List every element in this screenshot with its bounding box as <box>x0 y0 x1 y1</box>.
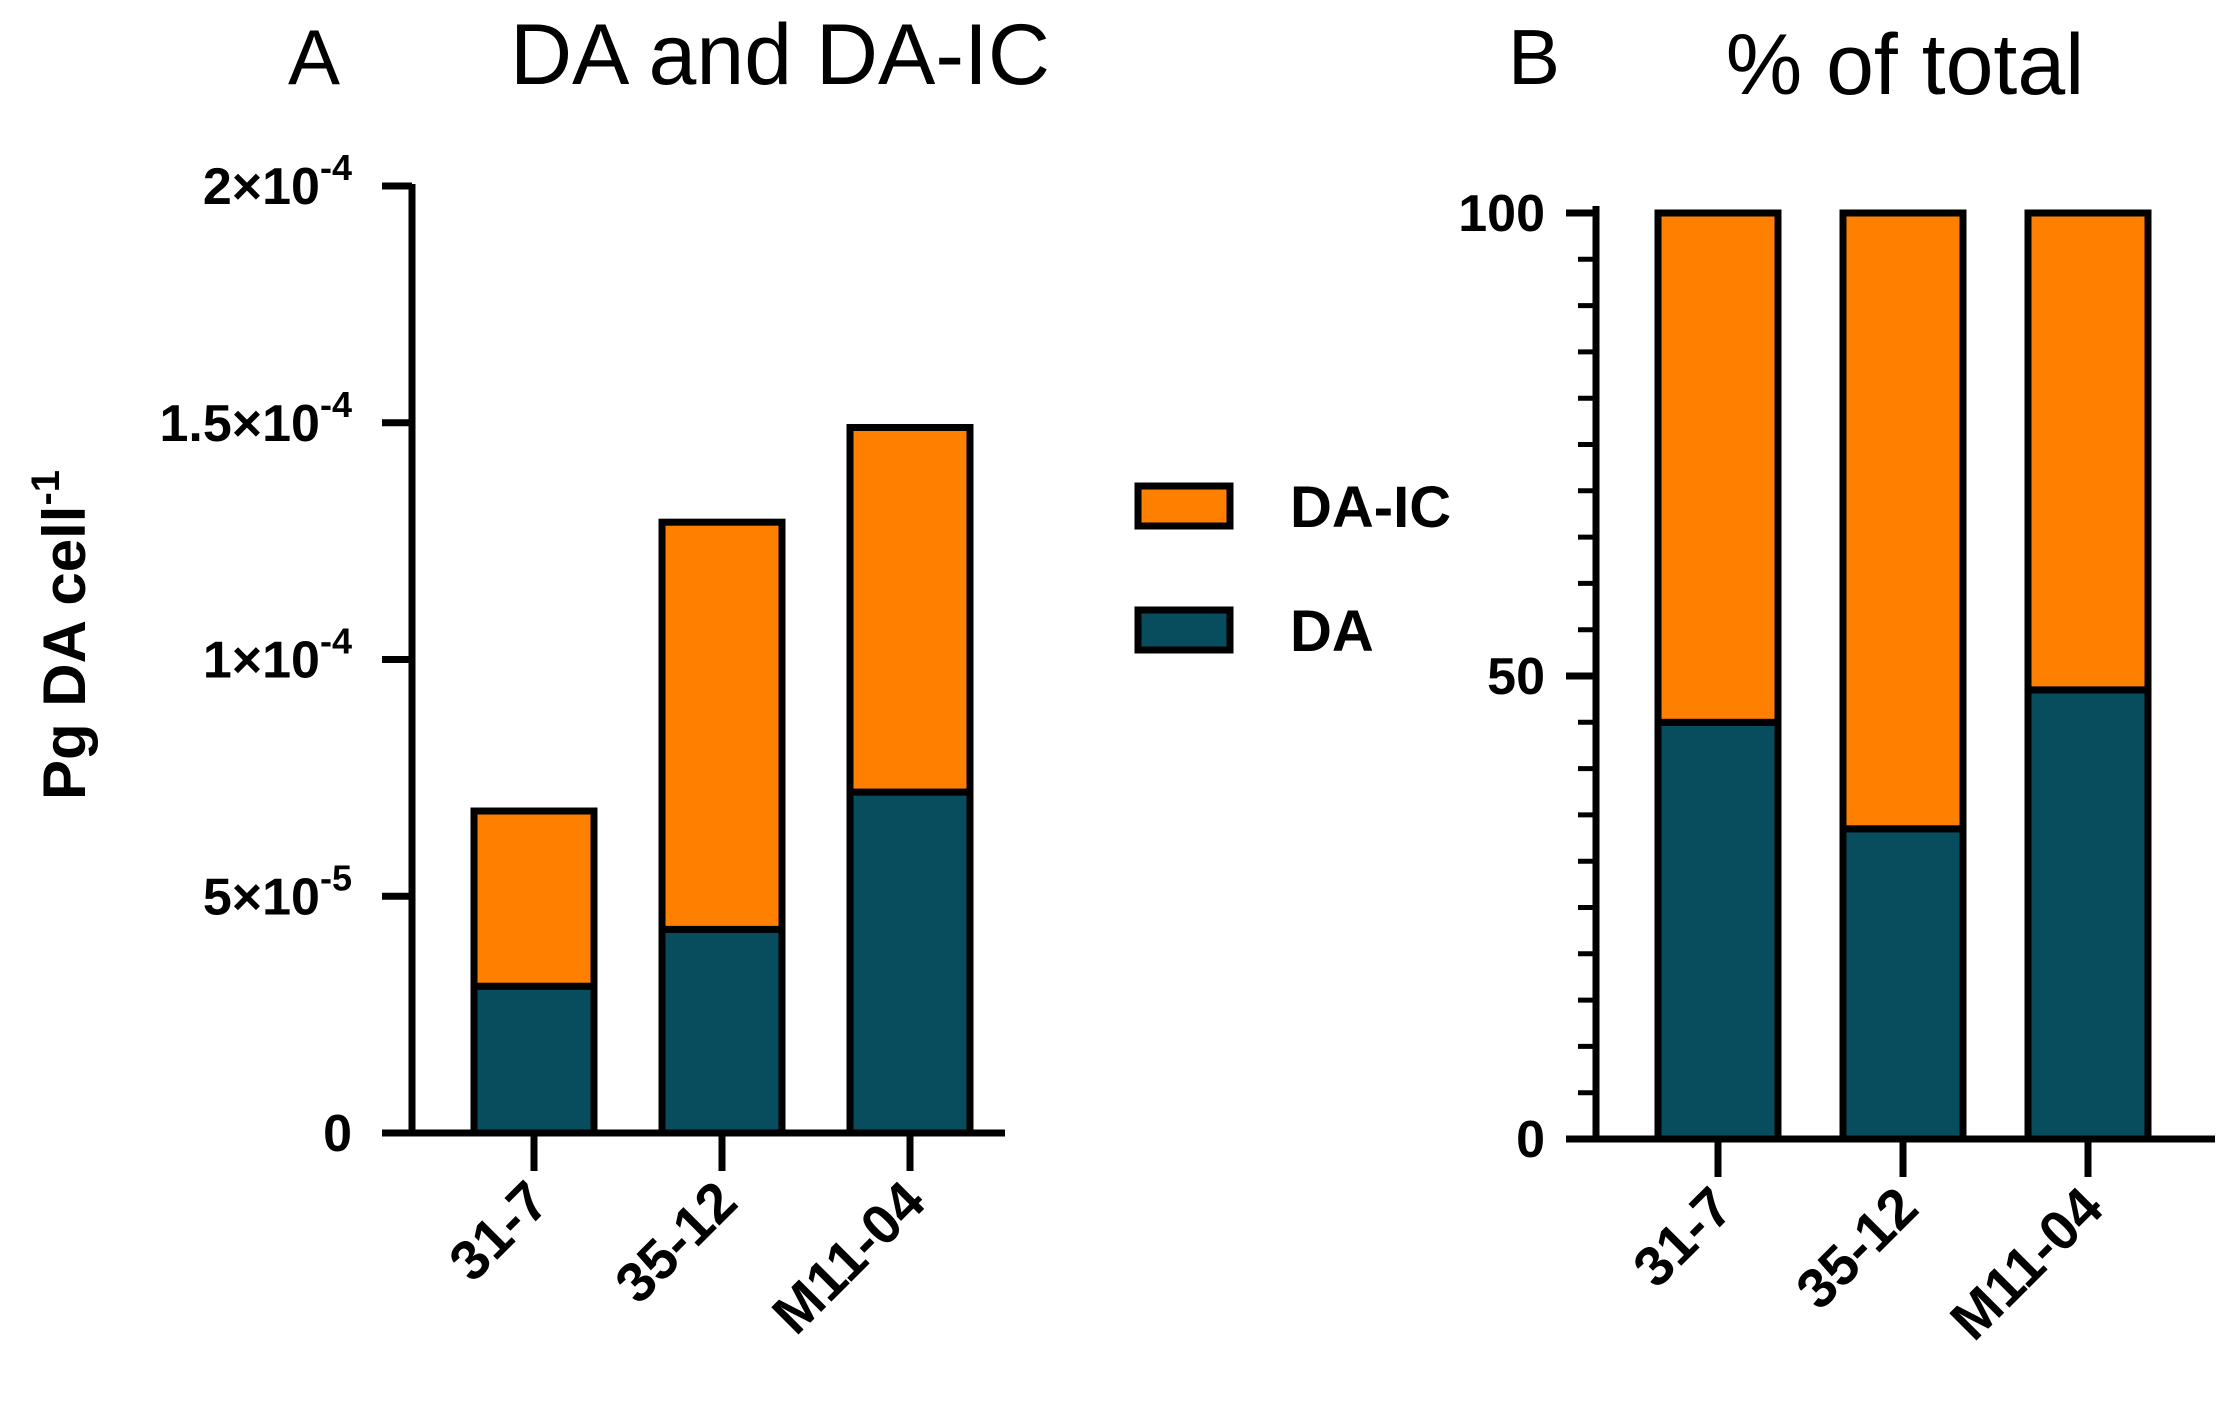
panel-b: B % of total 0 50 100 31-7 35-12 M11-04 <box>1458 13 2215 1352</box>
bar-da-ic-m11-04 <box>846 423 974 796</box>
bar-da-35-12 <box>1839 825 1967 1143</box>
x-tick-label: M11-04 <box>1938 1175 2115 1352</box>
x-tick-label: 35-12 <box>603 1169 749 1315</box>
bar-da-ic-31-7 <box>1654 209 1782 726</box>
panel-a-y-axis-label: Pg DA cell-1 <box>24 470 98 800</box>
panel-a-title: DA and DA-IC <box>510 7 1050 103</box>
bar-da-31-7 <box>470 982 598 1137</box>
panel-a: A DA and DA-IC Pg DA cell-1 0 5×10-5 1×10-… <box>24 7 1050 1346</box>
y-tick-label: 0 <box>1516 1111 1545 1169</box>
bar-da-35-12 <box>658 925 786 1137</box>
panel-b-y-ticks: 0 50 100 <box>1458 185 1596 1169</box>
panel-a-bars <box>470 423 974 1137</box>
x-tick-label: 31-7 <box>1621 1175 1745 1299</box>
y-tick-label: 100 <box>1458 185 1545 243</box>
panel-b-x-ticks: 31-7 35-12 M11-04 <box>1621 1139 2115 1352</box>
x-tick-label: 31-7 <box>437 1169 561 1293</box>
y-tick-label: 5×10-5 <box>203 857 352 926</box>
x-tick-label: 35-12 <box>1784 1175 1930 1321</box>
panel-b-label: B <box>1508 13 1560 101</box>
legend-label-da-ic: DA-IC <box>1290 475 1451 540</box>
panel-a-y-ticks: 0 5×10-5 1×10-4 1.5×10-4 2×10-4 <box>159 147 412 1163</box>
legend: DA-IC DA <box>1134 475 1451 664</box>
bar-da-m11-04 <box>846 788 974 1137</box>
legend-label-da: DA <box>1290 599 1374 664</box>
y-tick-label: 2×10-4 <box>203 147 352 216</box>
bar-da-ic-35-12 <box>1839 209 1967 833</box>
y-tick-label: 50 <box>1487 648 1545 706</box>
panel-b-title: % of total <box>1726 17 2085 113</box>
bar-da-31-7 <box>1654 718 1782 1143</box>
y-tick-label: 0 <box>323 1105 352 1163</box>
y-tick-label: 1×10-4 <box>203 621 352 690</box>
panel-a-x-ticks: 31-7 35-12 M11-04 <box>437 1133 937 1346</box>
legend-swatch-da-ic <box>1134 482 1234 530</box>
bar-da-ic-31-7 <box>470 807 598 990</box>
bar-da-ic-m11-04 <box>2024 209 2152 694</box>
panel-b-bars <box>1654 209 2152 1143</box>
x-tick-label: M11-04 <box>760 1169 937 1346</box>
bar-da-ic-35-12 <box>658 518 786 933</box>
panel-a-y-axis-label-superscript: -1 <box>24 470 68 506</box>
legend-swatch-da <box>1134 606 1234 654</box>
bar-da-m11-04 <box>2024 686 2152 1143</box>
panel-a-label: A <box>288 13 340 101</box>
y-tick-label: 1.5×10-4 <box>159 384 352 453</box>
